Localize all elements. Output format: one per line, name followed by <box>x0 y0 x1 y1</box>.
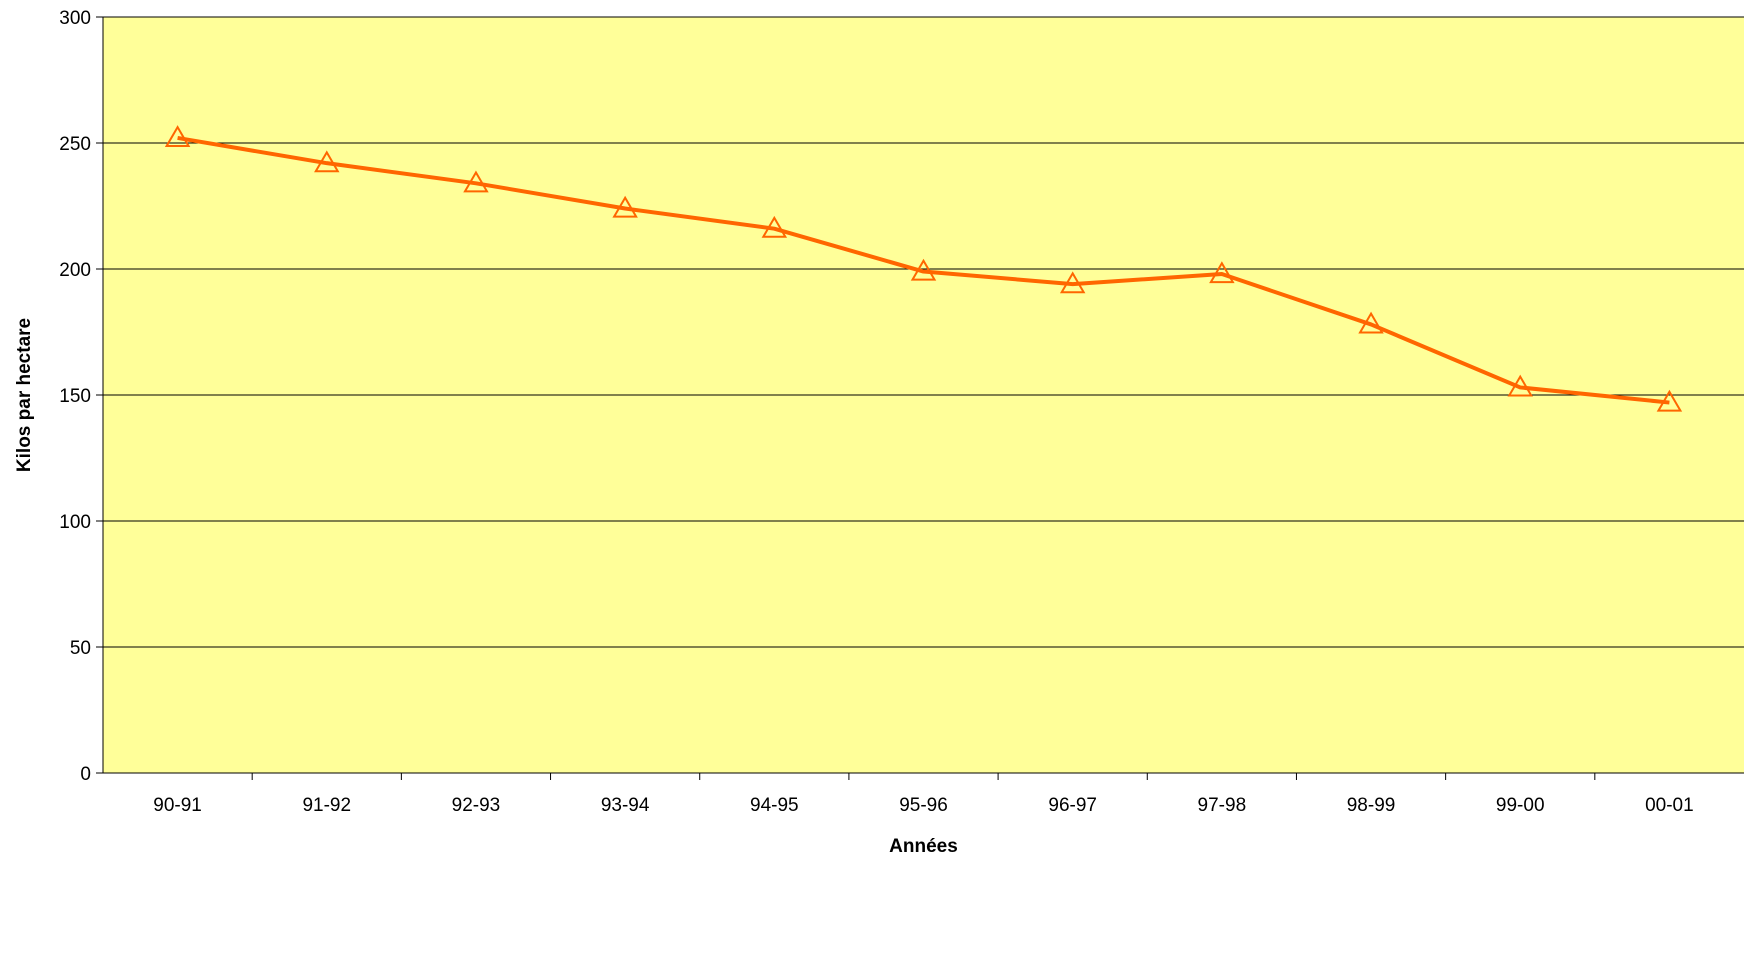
data-point-marker <box>463 170 489 193</box>
data-point-marker <box>1656 389 1683 412</box>
y-tick-label: 250 <box>59 134 91 155</box>
y-tick-label: 0 <box>80 764 91 785</box>
x-tick-label: 97-98 <box>1198 795 1247 816</box>
y-tick-label: 100 <box>59 512 91 533</box>
y-axis-title: Kilos par hectare <box>14 318 35 472</box>
x-tick-label: 91-92 <box>302 795 351 816</box>
data-point-marker <box>1059 271 1086 294</box>
data-point-marker <box>761 215 788 238</box>
x-tick-label: 93-94 <box>601 795 650 816</box>
x-tick-label: 99-00 <box>1496 795 1545 816</box>
y-tick-label: 200 <box>59 260 91 281</box>
y-tick-label: 50 <box>70 638 91 659</box>
x-tick-label: 92-93 <box>452 795 501 816</box>
data-point-marker <box>1507 374 1533 397</box>
data-point-marker <box>314 150 340 173</box>
gridlines <box>103 16 1744 648</box>
x-tick-label: 00-01 <box>1645 795 1694 816</box>
x-axis-title: Années <box>889 836 958 857</box>
y-tick-label: 150 <box>59 386 91 407</box>
data-point-marker <box>1209 261 1235 284</box>
y-tick-label: 300 <box>59 8 91 29</box>
axes <box>96 16 1744 780</box>
tick-labels: 0 50 100 150 200 250 300 90-91 91-92 92-93 93-94 94… <box>59 8 1693 816</box>
x-tick-label: 95-96 <box>899 795 948 816</box>
x-tick-label: 90-91 <box>153 795 202 816</box>
x-tick-label: 96-97 <box>1048 795 1097 816</box>
data-point-marker <box>910 258 937 281</box>
series-layer <box>164 125 1683 412</box>
series-line <box>177 135 1670 405</box>
data-point-marker <box>1358 311 1384 334</box>
x-tick-label: 98-99 <box>1347 795 1396 816</box>
data-point-marker <box>164 125 191 148</box>
data-point-marker <box>612 195 638 218</box>
x-tick-label: 94-95 <box>750 795 799 816</box>
